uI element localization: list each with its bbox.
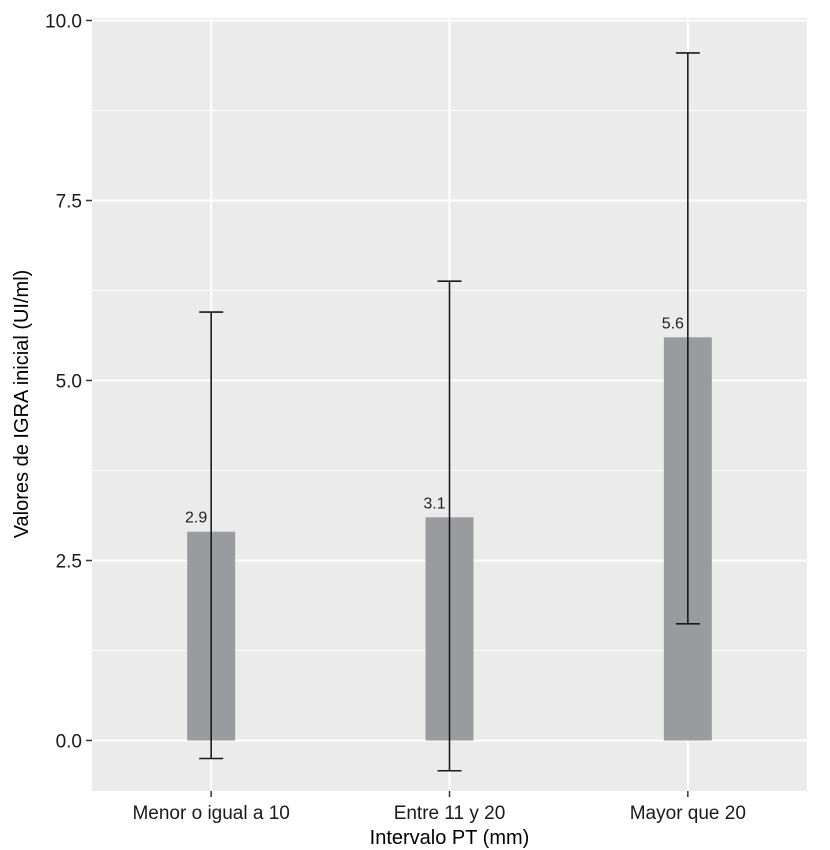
y-tick-label: 0.0 xyxy=(56,732,82,753)
x-tick-label: Entre 11 y 20 xyxy=(394,803,506,824)
y-axis-title: Valores de IGRA inicial (UI/ml) xyxy=(11,270,33,539)
data-label: 2.9 xyxy=(185,510,207,527)
error-bars xyxy=(199,52,700,772)
data-labels: 2.9 3.1 5.6 xyxy=(185,315,684,526)
y-tick-label: 7.5 xyxy=(56,192,82,213)
y-tick-label: 2.5 xyxy=(56,552,82,573)
y-axis: 0.0 2.5 5.0 7.5 10.0 xyxy=(45,12,92,753)
x-tick-label: Mayor que 20 xyxy=(630,803,746,824)
y-tick-label: 10.0 xyxy=(45,12,82,33)
x-tick-label: Menor o igual a 10 xyxy=(132,803,289,824)
x-axis-title: Intervalo PT (mm) xyxy=(370,827,530,849)
x-axis: Menor o igual a 10 Entre 11 y 20 Mayor que… xyxy=(132,791,746,824)
y-tick-label: 5.0 xyxy=(56,372,82,393)
data-label: 3.1 xyxy=(423,495,445,512)
data-label: 5.6 xyxy=(662,315,684,332)
